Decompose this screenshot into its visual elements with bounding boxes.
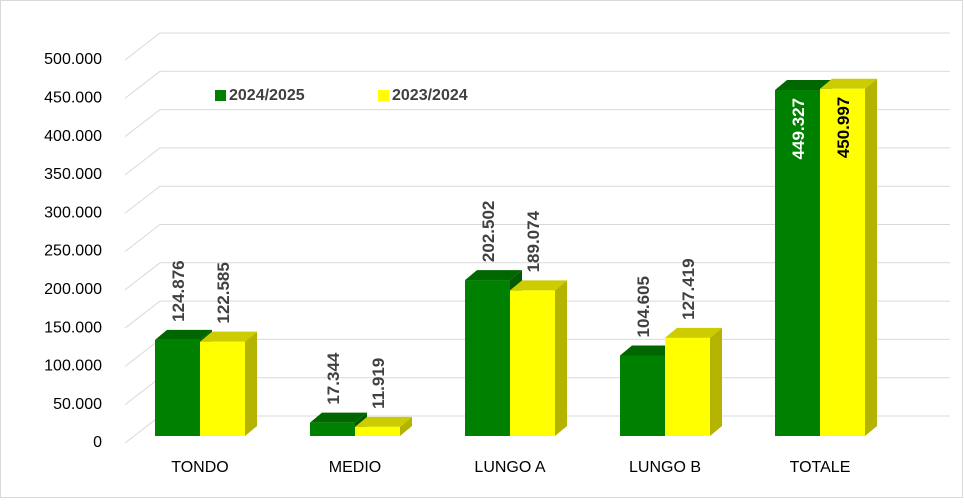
legend-label: 2024/2025 <box>229 87 305 104</box>
x-tick-label: TONDO <box>171 459 228 476</box>
legend-swatch <box>215 90 226 101</box>
grid-line <box>124 224 950 252</box>
legend-label: 2023/2024 <box>392 87 468 104</box>
grid-line <box>124 32 950 61</box>
value-label: 202.502 <box>479 201 498 262</box>
y-tick-label: 350.000 <box>44 166 102 183</box>
bar-top <box>665 327 722 338</box>
bar-top <box>465 270 522 281</box>
y-tick-label: 50.000 <box>53 396 102 413</box>
bar-top <box>155 329 212 340</box>
bar <box>465 280 510 436</box>
value-label: 127.419 <box>679 258 698 319</box>
bar-top <box>200 331 257 342</box>
y-tick-label: 100.000 <box>44 358 102 375</box>
bar-side <box>245 331 257 436</box>
bar <box>665 337 710 436</box>
value-label: 449.327 <box>789 98 808 159</box>
bar <box>200 341 245 436</box>
grid-line <box>124 70 950 99</box>
y-tick-label: 450.000 <box>44 90 102 107</box>
x-tick-label: MEDIO <box>329 459 381 476</box>
value-label: 189.074 <box>524 210 543 272</box>
grid-line <box>124 262 950 291</box>
y-tick-label: 200.000 <box>44 281 102 298</box>
grid-line <box>124 185 950 214</box>
bar-top <box>310 412 367 423</box>
bar-top <box>355 416 412 427</box>
bar-top <box>620 345 677 356</box>
bar <box>155 339 200 436</box>
value-label: 11.919 <box>369 358 388 409</box>
y-tick-label: 300.000 <box>44 204 102 221</box>
bar-side <box>400 416 412 436</box>
y-tick-label: 400.000 <box>44 128 102 145</box>
value-label: 124.876 <box>169 260 188 321</box>
value-label: 122.585 <box>214 262 233 323</box>
y-tick-label: 500.000 <box>44 51 102 68</box>
value-label: 450.997 <box>834 97 853 158</box>
grid-line <box>124 109 950 137</box>
y-tick-label: 250.000 <box>44 243 102 260</box>
bar-side <box>555 280 567 436</box>
value-label: 104.605 <box>634 276 653 337</box>
bar <box>510 290 555 436</box>
x-tick-label: LUNGO B <box>629 459 701 476</box>
grid-line <box>124 300 950 329</box>
value-label: 17.344 <box>324 352 343 405</box>
y-tick-label: 0 <box>93 434 102 451</box>
legend-swatch <box>378 90 389 101</box>
bar-side <box>710 327 722 436</box>
bar-top <box>510 280 567 291</box>
bar <box>775 90 820 436</box>
bar <box>820 88 865 437</box>
y-tick-label: 150.000 <box>44 319 102 336</box>
bar <box>620 355 665 436</box>
grid-line <box>124 147 950 176</box>
x-tick-label: TOTALE <box>790 459 851 476</box>
bar-side <box>865 78 877 437</box>
bar <box>355 426 400 436</box>
bar-top <box>775 80 832 91</box>
x-tick-label: LUNGO A <box>474 459 545 476</box>
bar-top <box>820 78 877 89</box>
bar <box>310 422 355 436</box>
